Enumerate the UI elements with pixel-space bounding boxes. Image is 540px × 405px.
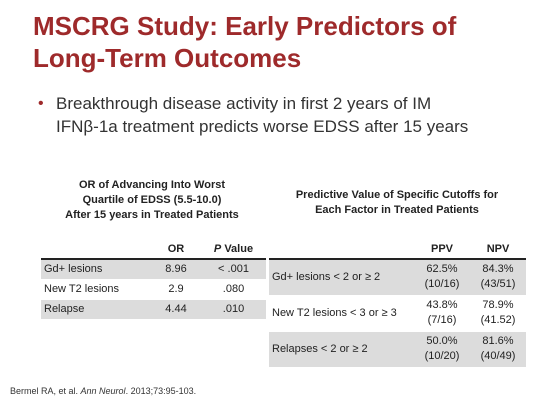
npv-percent: 81.6% — [482, 335, 514, 347]
row-ppv: 62.5% (10/16) — [414, 259, 470, 296]
table2-header-ppv: PPV — [430, 243, 453, 255]
row-p: .080 — [201, 279, 266, 300]
row-or: 2.9 — [151, 279, 201, 300]
table-row: Gd+ lesions < 2 or ≥ 2 62.5% (10/16) 84.… — [269, 259, 526, 296]
table2-caption-line-2: Each Factor in Treated Patients — [315, 204, 479, 216]
row-or: 4.44 — [151, 299, 201, 320]
slide-title: MSCRG Study: Early Predictors of Long-Te… — [33, 10, 523, 74]
row-label: Relapses < 2 or ≥ 2 — [269, 331, 414, 368]
npv-fraction: (40/49) — [480, 350, 516, 362]
citation-prefix: Bermel RA, et al. — [10, 386, 81, 396]
row-or: 8.96 — [151, 259, 201, 280]
table-row: New T2 lesions < 3 or ≥ 3 43.8% (7/16) 7… — [269, 295, 526, 332]
row-npv: 78.9% (41.52) — [470, 295, 526, 332]
row-p: < .001 — [201, 259, 266, 280]
row-ppv: 43.8% (7/16) — [414, 295, 470, 332]
bullet-text: Breakthrough disease activity in first 2… — [56, 92, 468, 138]
table-row: New T2 lesions 2.9 .080 — [41, 279, 266, 300]
odds-ratio-table: OR P Value Gd+ lesions 8.96 < .001 New T… — [41, 240, 266, 320]
table2-header-npv: NPV — [486, 243, 510, 255]
table2-header-label — [269, 240, 414, 259]
table2-caption: Predictive Value of Specific Cutoffs for… — [272, 188, 522, 218]
table2-caption-line-1: Predictive Value of Specific Cutoffs for — [295, 189, 499, 201]
row-label: New T2 lesions < 3 or ≥ 3 — [269, 295, 414, 332]
citation: Bermel RA, et al. Ann Neurol. 2013;73:95… — [10, 386, 196, 396]
table-row: Gd+ lesions 8.96 < .001 — [41, 259, 266, 280]
table-header-row: OR P Value — [41, 240, 266, 259]
row-label: Gd+ lesions — [41, 259, 151, 280]
table1-header-or: OR — [167, 243, 185, 255]
citation-journal: Ann Neurol — [80, 386, 126, 396]
table1-header-label — [41, 240, 151, 259]
ppv-fraction: (10/16) — [424, 278, 460, 291]
ppv-percent: 43.8% — [426, 299, 458, 311]
p-value-suffix: Value — [221, 243, 254, 255]
table1-caption-line-1: OR of Advancing Into Worst — [78, 179, 226, 191]
npv-fraction: (41.52) — [480, 314, 516, 326]
ppv-fraction: (10/20) — [424, 350, 460, 362]
npv-percent: 84.3% — [482, 263, 514, 276]
table-header-row: PPV NPV — [269, 240, 526, 259]
slide-title-line-2: Long-Term Outcomes — [33, 43, 302, 73]
bullet-dot-icon: • — [38, 95, 44, 112]
bullet-text-line-1: Breakthrough disease activity in first 2… — [56, 94, 432, 113]
ppv-fraction: (7/16) — [427, 314, 457, 326]
row-label: Gd+ lesions < 2 or ≥ 2 — [269, 259, 414, 296]
bullet-point: • Breakthrough disease activity in first… — [38, 92, 533, 138]
table1-caption-line-2: Quartile of EDSS (5.5-10.0) — [82, 194, 222, 206]
table1-caption: OR of Advancing Into Worst Quartile of E… — [42, 178, 262, 223]
bullet-text-line-2: IFNβ-1a treatment predicts worse EDSS af… — [56, 117, 469, 136]
row-label: New T2 lesions — [41, 279, 151, 300]
row-label: Relapse — [41, 299, 151, 320]
ppv-percent: 62.5% — [426, 263, 458, 276]
table1-caption-line-3: After 15 years in Treated Patients — [65, 209, 239, 221]
row-npv: 84.3% (43/51) — [470, 259, 526, 296]
slide-title-line-1: MSCRG Study: Early Predictors of — [33, 11, 457, 41]
row-p: .010 — [201, 299, 266, 320]
row-ppv: 50.0% (10/20) — [414, 331, 470, 368]
npv-fraction: (43/51) — [480, 278, 516, 291]
ppv-percent: 50.0% — [426, 335, 458, 347]
predictive-value-table: PPV NPV Gd+ lesions < 2 or ≥ 2 62.5% (10… — [269, 240, 526, 368]
table-row: Relapse 4.44 .010 — [41, 299, 266, 320]
p-italic: P — [213, 243, 222, 255]
npv-percent: 78.9% — [482, 299, 514, 311]
citation-suffix: . 2013;73:95-103. — [125, 386, 197, 396]
table-row: Relapses < 2 or ≥ 2 50.0% (10/20) 81.6% … — [269, 331, 526, 368]
row-npv: 81.6% (40/49) — [470, 331, 526, 368]
table1-header-p-value: P Value — [201, 240, 266, 259]
